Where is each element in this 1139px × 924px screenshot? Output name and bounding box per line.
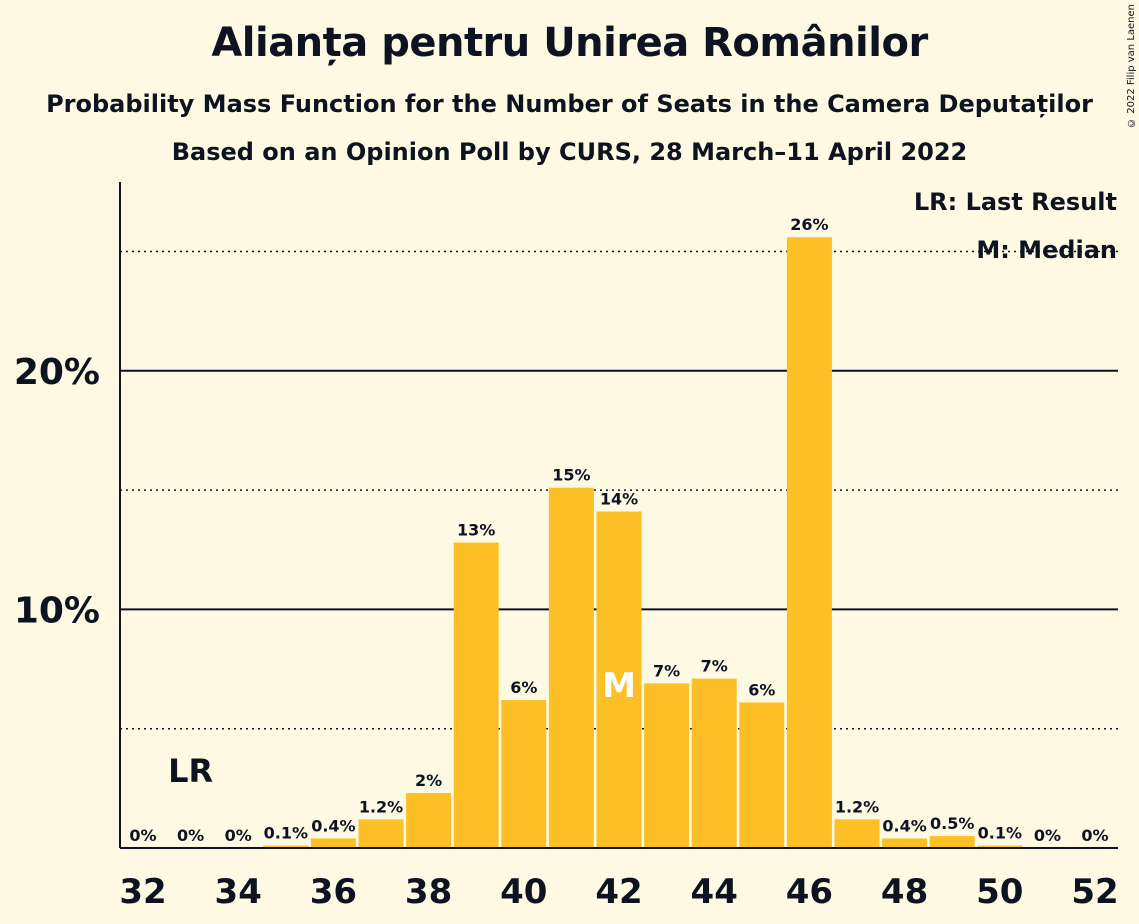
bar-seat-49 bbox=[929, 836, 975, 848]
last-result-marker: LR bbox=[168, 752, 213, 790]
bar-seat-36 bbox=[310, 838, 356, 848]
y-tick-label: 10% bbox=[14, 590, 100, 631]
x-tick-label: 34 bbox=[215, 872, 262, 912]
bar-seat-41 bbox=[548, 487, 594, 848]
data-label: 1.2% bbox=[835, 797, 879, 816]
data-labels: 0% 0% 0% 0.1% 0.4%1.2%2%13%6%15%14%7% 7%6%26%… bbox=[129, 215, 1108, 845]
bar-seat-46 bbox=[786, 237, 832, 848]
x-tick-label: 42 bbox=[595, 872, 642, 912]
median-marker: M bbox=[602, 666, 636, 706]
data-label: 0.4% bbox=[311, 816, 355, 835]
bar-seat-44 bbox=[691, 678, 737, 848]
data-label: 0% bbox=[129, 826, 156, 845]
x-tick-label: 44 bbox=[691, 872, 738, 912]
data-label: 0.4% bbox=[882, 816, 926, 835]
x-tick-label: 52 bbox=[1071, 872, 1118, 912]
bar-seat-48 bbox=[882, 838, 928, 848]
data-label: 26% bbox=[790, 215, 828, 234]
data-label: 0% bbox=[1034, 826, 1061, 845]
chart-subtitle: Probability Mass Function for the Number… bbox=[46, 90, 1093, 118]
bar-seat-45 bbox=[739, 702, 785, 848]
data-label: 14% bbox=[600, 490, 638, 509]
chart-source-line: Based on an Opinion Poll by CURS, 28 Mar… bbox=[171, 138, 968, 166]
data-label: 2% bbox=[415, 771, 442, 790]
data-label: 7% bbox=[653, 661, 680, 680]
bar-seat-43 bbox=[644, 683, 690, 848]
bar-seat-38 bbox=[406, 793, 452, 848]
bar-seat-35 bbox=[263, 845, 309, 848]
data-label: 15% bbox=[552, 466, 590, 485]
x-tick-label: 50 bbox=[976, 872, 1023, 912]
data-label: 7% bbox=[701, 657, 728, 676]
legend-median: M: Median bbox=[976, 236, 1117, 264]
data-label: 13% bbox=[457, 521, 495, 540]
bar-seat-50 bbox=[977, 845, 1023, 848]
data-label: 0.5% bbox=[930, 814, 974, 833]
legend-last-result: LR: Last Result bbox=[914, 188, 1117, 216]
data-label: 0% bbox=[225, 826, 252, 845]
x-tick-label: 32 bbox=[119, 872, 166, 912]
bar-seat-37 bbox=[358, 819, 404, 848]
x-tick-label: 46 bbox=[786, 872, 833, 912]
chart-title: Alianța pentru Unirea Românilor bbox=[211, 20, 928, 66]
data-label: 0.1% bbox=[264, 824, 308, 843]
data-label: 1.2% bbox=[359, 797, 403, 816]
data-label: 0% bbox=[177, 826, 204, 845]
bar-seat-42 bbox=[596, 511, 642, 848]
axes: 10% 20% 32 34 36 38 40 42 44 46 48 50 52 bbox=[14, 182, 1119, 912]
data-label: 6% bbox=[748, 680, 775, 699]
bar-seat-40 bbox=[501, 700, 547, 848]
x-tick-label: 36 bbox=[310, 872, 357, 912]
x-tick-label: 38 bbox=[405, 872, 452, 912]
data-label: 6% bbox=[510, 678, 537, 697]
data-label: 0.1% bbox=[978, 824, 1022, 843]
bar-seat-39 bbox=[453, 542, 499, 848]
y-tick-label: 20% bbox=[14, 352, 100, 393]
x-tick-label: 48 bbox=[881, 872, 928, 912]
bars bbox=[263, 237, 1023, 848]
x-tick-label: 40 bbox=[500, 872, 547, 912]
data-label: 0% bbox=[1081, 826, 1108, 845]
bar-seat-47 bbox=[834, 819, 880, 848]
